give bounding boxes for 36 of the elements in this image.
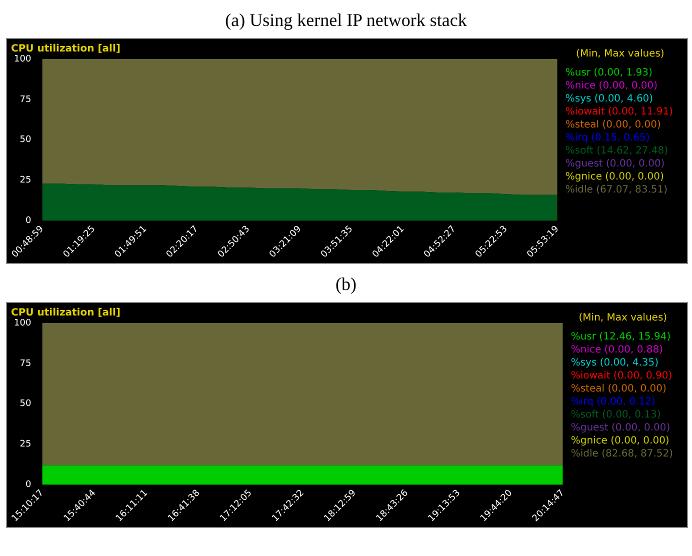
text: %soft (14.62, 27.48) [565,146,668,157]
y-tick-label: 100 [14,318,32,328]
series-label: %idle (67.07, 83.51) [565,184,668,196]
y-tick-label: 0 [25,216,32,226]
y-tick-label: 50 [20,399,32,410]
y-tick-label: 75 [20,358,32,369]
series-label: %idle (82.68, 87.52) [570,448,674,460]
y-tick-label: 100 [14,54,32,64]
y-tick-label: 25 [20,440,32,450]
legend-label: %sys (0.00, 4.60) [565,94,654,105]
chart-title: (a) Using kernel IP network stack [224,9,468,32]
legend-label: %steal (0.00, 0.00) [570,384,667,395]
legend-label: %irq (0.00, 0.12) [570,396,656,408]
legend-title: (Min, Max values) [576,48,664,60]
legend-label: %guest (0.00, 0.00) [570,422,670,434]
legend-label: %guest (0.00, 0.00) [565,158,665,170]
legend-label: %irq (0.15, 0.65) [565,132,650,144]
chart-subtitle: CPU utilization [all] [11,308,120,319]
legend-label: %nice (0.00, 0.00) [565,80,658,92]
legend-label: %sys (0.00, 4.35) [570,358,659,369]
legend-label: %nice (0.00, 0.88) [570,344,664,356]
chart-subtitle: CPU utilization [all] [11,44,120,55]
y-tick-label: 50 [20,135,32,146]
legend-label: %steal (0.00, 0.00) [565,120,662,131]
legend-label: %usr (0.00, 1.93) [565,68,652,79]
y-tick-label: 0 [25,480,32,490]
legend-label: %soft (0.00, 0.13) [570,410,661,421]
y-tick-label: 25 [20,176,32,186]
legend-label: %iowait (0.00, 0.90) [570,370,672,382]
legend-label: %iowait (0.00, 11.91) [565,106,674,118]
chart-title: (b) [334,273,358,296]
legend-label: %gnice (0.00, 0.00) [570,436,670,447]
legend-title: (Min, Max values) [578,312,668,324]
legend-label: %gnice (0.00, 0.00) [565,172,664,183]
y-tick-label: 75 [20,94,32,105]
text: %usr (12.46, 15.94) [570,332,671,343]
